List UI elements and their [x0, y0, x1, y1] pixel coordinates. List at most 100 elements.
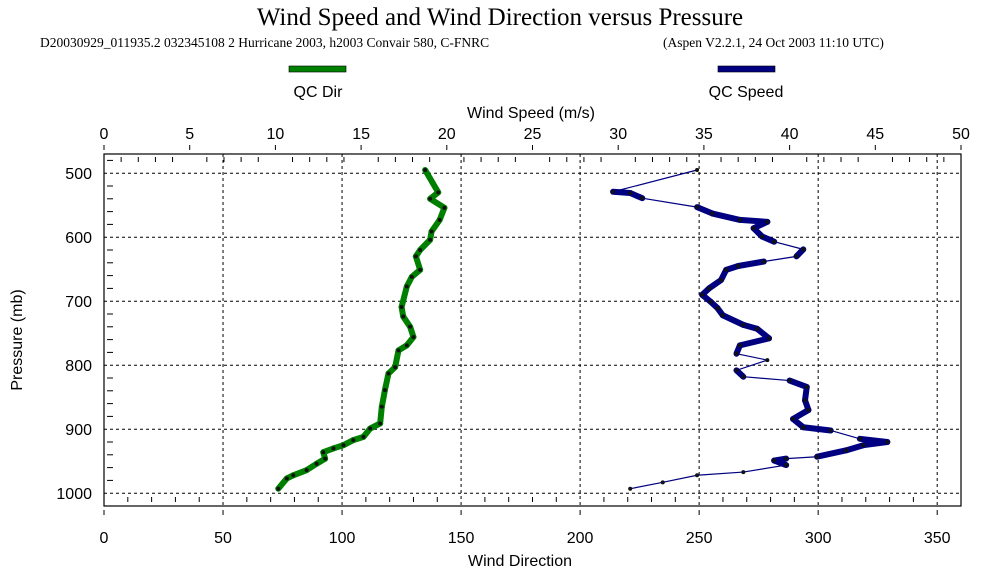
data-point-qc-speed	[720, 313, 725, 318]
data-point-qc-speed	[741, 470, 746, 475]
chart-subtitle-left: D20030929_011935.2 032345108 2 Hurricane…	[40, 35, 489, 50]
data-point-qc-dir	[368, 426, 373, 431]
top-axis-tick-label: 25	[524, 126, 542, 143]
data-point-qc-speed	[801, 425, 806, 430]
data-point-qc-dir	[429, 229, 434, 234]
y-axis-tick-label: 1000	[56, 486, 92, 503]
data-point-qc-speed	[741, 322, 746, 327]
data-point-qc-speed	[708, 299, 713, 304]
data-point-qc-dir	[409, 274, 414, 279]
data-point-qc-dir	[404, 284, 409, 289]
chart-title: Wind Speed and Wind Direction versus Pre…	[257, 4, 743, 31]
data-point-qc-speed	[801, 247, 806, 252]
series-segment-qc-speed	[709, 210, 743, 223]
data-point-qc-dir	[291, 473, 296, 478]
bottom-axis-tick-label: 350	[924, 530, 951, 547]
data-point-qc-dir	[382, 388, 387, 393]
top-axis-tick-label: 10	[267, 126, 285, 143]
series-segment-qc-dir	[275, 475, 290, 492]
data-point-qc-speed	[707, 286, 712, 291]
y-axis-tick-label: 800	[65, 358, 92, 375]
data-point-qc-speed	[772, 239, 777, 244]
top-axis-tick-label: 30	[609, 126, 627, 143]
data-point-qc-speed	[734, 351, 739, 356]
data-point-qc-dir	[423, 168, 428, 172]
data-point-qc-speed	[794, 254, 799, 259]
data-point-qc-speed	[660, 480, 665, 485]
data-point-qc-dir	[399, 304, 404, 309]
axes: 0 5 10 15 20 25 30 35 40 45 500 50 100 150 200 250 300 35…	[56, 126, 970, 547]
series-segment-qc-speed	[800, 424, 834, 434]
data-point-qc-speed	[815, 454, 820, 459]
data-point-qc-speed	[628, 191, 633, 196]
data-point-qc-dir	[341, 443, 346, 448]
bottom-axis-tick-label: 50	[214, 530, 232, 547]
data-point-qc-dir	[418, 267, 423, 272]
data-point-qc-speed	[806, 408, 811, 412]
data-point-qc-dir	[276, 486, 281, 491]
series-line-qc-dir	[277, 169, 446, 490]
series-segment-qc-dir	[422, 167, 442, 196]
y-axis-tick-label: 900	[65, 422, 92, 439]
series-segment-qc-speed	[786, 377, 810, 390]
data-point-qc-speed	[803, 398, 808, 403]
series-segment-qc-speed	[735, 258, 767, 269]
data-point-qc-dir	[418, 248, 423, 252]
data-point-qc-speed	[784, 463, 789, 468]
data-point-qc-dir	[379, 404, 384, 409]
data-point-qc-speed	[791, 416, 796, 421]
legend-swatch-qc-dir	[288, 65, 347, 73]
top-axis-tick-label: 5	[185, 126, 194, 143]
top-axis-tick-label: 45	[866, 126, 884, 143]
data-point-qc-speed	[828, 428, 833, 433]
data-point-qc-dir	[401, 314, 406, 319]
data-point-qc-dir	[314, 461, 319, 466]
data-point-qc-speed	[737, 217, 742, 222]
data-point-qc-speed	[844, 448, 849, 453]
data-point-qc-speed	[787, 378, 792, 383]
top-axis-tick-label: 40	[781, 126, 799, 143]
y-axis-tick-label: 600	[65, 230, 92, 247]
top-axis-tick-label: 50	[952, 126, 970, 143]
data-point-qc-speed	[804, 384, 809, 389]
top-axis-tick-label: 0	[100, 126, 109, 143]
data-point-qc-speed	[772, 458, 777, 463]
legend-label-qc-dir: QC Dir	[294, 84, 344, 101]
data-point-qc-dir	[442, 205, 447, 210]
data-point-qc-speed	[765, 219, 770, 224]
data-point-qc-dir	[437, 217, 442, 222]
data-point-qc-speed	[628, 486, 633, 491]
legend-swatch-qc-speed	[717, 65, 776, 73]
data-point-qc-speed	[861, 443, 866, 448]
series-segment-qc-speed	[860, 439, 891, 449]
data-point-qc-speed	[751, 226, 756, 231]
data-point-qc-dir	[378, 421, 383, 426]
data-point-qc-speed	[715, 306, 720, 311]
data-point-qc-speed	[736, 264, 741, 268]
y-axis-title: Pressure (mb)	[9, 289, 26, 390]
series-segment-qc-speed	[771, 457, 790, 469]
bottom-axis-tick-label: 200	[567, 530, 594, 547]
data-point-qc-speed	[767, 336, 772, 341]
data-point-qc-speed	[885, 440, 890, 444]
plot-frame	[103, 153, 962, 507]
data-point-qc-speed	[737, 343, 742, 348]
data-point-qc-dir	[323, 456, 328, 461]
data-point-qc-dir	[404, 343, 409, 348]
top-axis-tick-label: 15	[352, 126, 370, 143]
series-segment-qc-speed	[627, 190, 646, 202]
series-segment-qc-dir	[398, 283, 410, 310]
series-segment-qc-speed	[759, 233, 778, 245]
data-point-qc-speed	[741, 374, 746, 379]
data-point-qc-speed	[734, 368, 739, 373]
data-point-qc-speed	[719, 278, 724, 283]
data-point-qc-dir	[361, 434, 366, 439]
data-point-qc-dir	[413, 254, 418, 259]
top-axis-tick-label: 35	[695, 126, 713, 143]
bottom-axis-tick-label: 100	[329, 530, 356, 547]
data-point-qc-speed	[761, 259, 766, 264]
data-point-qc-speed	[695, 205, 700, 210]
data-point-qc-dir	[411, 335, 416, 340]
top-axis-tick-label: 20	[438, 126, 456, 143]
